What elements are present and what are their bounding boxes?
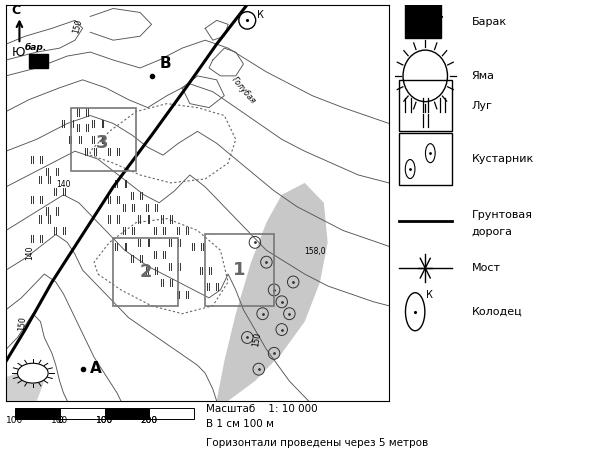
- Bar: [399, 80, 452, 131]
- Text: 2: 2: [139, 263, 152, 281]
- Text: 150: 150: [17, 316, 28, 332]
- Text: бар.: бар.: [417, 9, 445, 19]
- Bar: [15, 408, 60, 419]
- Text: 200: 200: [140, 416, 158, 425]
- Text: Горизонтали проведены через 5 метров: Горизонтали проведены через 5 метров: [206, 438, 428, 448]
- Bar: [71, 107, 136, 171]
- Text: 150: 150: [251, 332, 262, 347]
- Bar: [405, 3, 441, 38]
- Text: дорога: дорога: [472, 227, 513, 237]
- Bar: [399, 133, 452, 185]
- Text: 158,0: 158,0: [305, 247, 326, 256]
- Text: Ю: Ю: [12, 46, 25, 59]
- Text: В: В: [159, 56, 171, 71]
- Circle shape: [405, 293, 425, 331]
- Text: В 1 см 100 м: В 1 см 100 м: [206, 419, 274, 429]
- Text: Колодец: Колодец: [472, 307, 522, 317]
- Text: 1: 1: [233, 261, 246, 279]
- Text: Барак: Барак: [472, 17, 507, 27]
- Bar: [205, 235, 274, 306]
- Bar: [113, 238, 178, 306]
- Text: 100: 100: [7, 416, 24, 425]
- Circle shape: [239, 12, 256, 29]
- Text: Голубая: Голубая: [230, 75, 257, 106]
- Text: 140: 140: [56, 180, 71, 189]
- Polygon shape: [216, 183, 327, 401]
- Polygon shape: [6, 369, 45, 401]
- Text: 100: 100: [51, 416, 68, 425]
- Text: 0: 0: [57, 416, 63, 425]
- Text: С: С: [12, 5, 21, 17]
- Bar: [104, 408, 150, 419]
- Text: К: К: [257, 10, 264, 20]
- Text: 200: 200: [140, 416, 158, 425]
- Text: 3: 3: [95, 134, 108, 152]
- Text: Луг: Луг: [472, 101, 493, 111]
- Circle shape: [405, 159, 415, 178]
- Text: Масштаб    1: 10 000: Масштаб 1: 10 000: [206, 404, 318, 414]
- Text: бар.: бар.: [25, 43, 48, 52]
- Text: Кустарник: Кустарник: [472, 154, 534, 164]
- Text: 100: 100: [96, 416, 113, 425]
- Text: А: А: [90, 361, 102, 376]
- Ellipse shape: [17, 363, 48, 383]
- Bar: [150, 408, 194, 419]
- Text: 140: 140: [25, 246, 34, 260]
- Text: Грунтовая: Грунтовая: [472, 210, 532, 220]
- Ellipse shape: [403, 50, 447, 101]
- Text: К: К: [426, 289, 433, 300]
- Text: Мост: Мост: [472, 263, 500, 273]
- Bar: [60, 408, 104, 419]
- Text: 100: 100: [96, 416, 113, 425]
- Bar: [29, 54, 48, 68]
- Text: 0: 0: [57, 416, 63, 425]
- Text: 150: 150: [71, 18, 84, 34]
- Circle shape: [426, 144, 435, 163]
- Text: Яма: Яма: [472, 71, 494, 81]
